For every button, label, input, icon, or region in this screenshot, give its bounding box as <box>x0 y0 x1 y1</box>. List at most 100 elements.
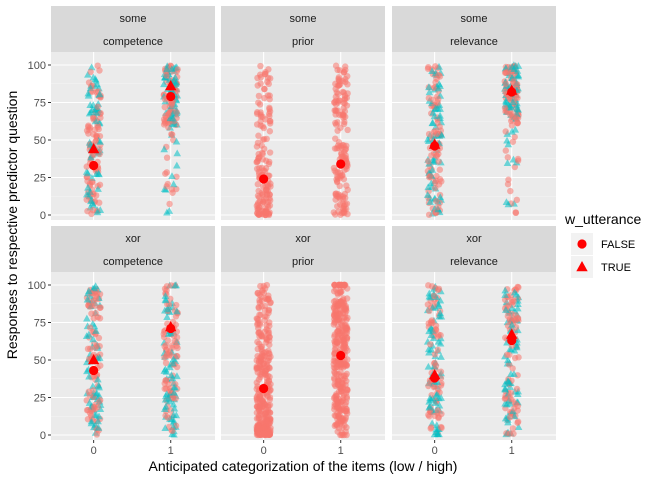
data-point-false <box>257 111 265 118</box>
mean-marker-true <box>428 138 441 149</box>
data-point-true <box>169 411 178 418</box>
strip-label-top: xor <box>295 233 311 245</box>
data-point-false <box>83 406 91 414</box>
data-point-true <box>170 404 179 412</box>
data-point-false <box>259 430 267 438</box>
data-point-true <box>436 111 444 119</box>
strip-bottom-bg <box>221 249 385 272</box>
data-point-false <box>257 371 264 378</box>
data-point-true <box>514 300 522 308</box>
data-point-true <box>173 149 182 157</box>
strip-label-bottom: competence <box>103 256 163 268</box>
data-point-false <box>90 315 97 322</box>
data-point-true <box>83 367 91 375</box>
data-point-false <box>502 80 509 87</box>
data-point-true <box>425 348 433 356</box>
data-point-false <box>332 396 339 403</box>
data-point-true <box>508 98 517 105</box>
data-point-true <box>508 127 516 135</box>
data-point-false <box>254 201 261 208</box>
data-point-false <box>262 348 269 356</box>
data-point-false <box>332 121 340 128</box>
data-point-false <box>335 144 342 152</box>
data-point-false <box>437 375 445 382</box>
data-point-false <box>266 105 273 113</box>
data-point-false <box>514 94 521 102</box>
data-point-false <box>435 71 443 79</box>
data-point-false <box>432 184 439 192</box>
panel-background <box>51 272 215 440</box>
mean-marker-false <box>89 160 99 171</box>
data-point-true <box>168 172 176 180</box>
data-point-false <box>513 81 520 88</box>
data-point-false <box>96 67 103 74</box>
data-point-false <box>334 363 341 371</box>
data-point-true <box>429 334 438 342</box>
data-point-false <box>83 196 90 203</box>
data-point-true <box>87 63 96 71</box>
data-point-true <box>170 417 178 424</box>
data-point-false <box>174 66 181 73</box>
strip-bottom-bg <box>392 249 556 272</box>
data-point-false <box>164 414 172 421</box>
data-point-false <box>338 431 345 439</box>
data-point-false <box>424 301 432 308</box>
data-point-false <box>266 128 274 135</box>
data-point-true <box>508 320 516 328</box>
data-point-true <box>169 180 178 188</box>
facet-panel-some-prior: some prior <box>221 6 385 220</box>
data-point-false <box>436 166 444 173</box>
panel-background <box>51 52 215 220</box>
panel-background <box>221 272 385 440</box>
data-point-false <box>427 341 434 348</box>
data-point-false <box>338 153 345 161</box>
data-point-false <box>333 337 340 344</box>
data-point-false <box>343 165 350 173</box>
data-point-false <box>502 88 509 95</box>
data-point-false <box>334 127 341 134</box>
data-point-true <box>84 70 92 78</box>
data-point-true <box>426 394 434 402</box>
data-point-false <box>434 286 442 294</box>
data-point-false <box>262 157 270 164</box>
strip-label-bottom: relevance <box>450 256 498 268</box>
data-point-true <box>161 405 169 413</box>
data-point-false <box>265 378 273 385</box>
legend: w_utterance FALSE TRUE <box>564 211 641 278</box>
data-point-false <box>258 293 265 301</box>
data-point-false <box>267 427 274 434</box>
data-point-false <box>255 329 263 336</box>
data-point-false <box>340 295 347 302</box>
y-tick-label: 100 <box>28 60 46 72</box>
data-point-true <box>173 307 181 315</box>
data-point-true <box>170 388 178 396</box>
data-point-false <box>90 114 97 122</box>
data-point-true <box>425 83 433 91</box>
data-point-true <box>161 424 170 432</box>
data-point-false <box>260 282 267 290</box>
data-point-false <box>342 325 349 332</box>
data-point-true <box>160 80 168 88</box>
data-point-false <box>507 389 515 397</box>
data-point-false <box>83 127 91 134</box>
data-point-true <box>430 112 439 120</box>
data-point-false <box>430 149 438 157</box>
data-point-false <box>437 368 445 375</box>
data-point-false <box>512 209 519 216</box>
data-point-false <box>432 322 440 329</box>
strip-label-bottom: prior <box>292 256 314 268</box>
data-point-true <box>85 287 93 295</box>
data-point-false <box>334 301 342 309</box>
strip-label-bottom: prior <box>292 36 314 48</box>
data-point-false <box>91 126 99 133</box>
data-point-false <box>431 351 438 358</box>
x-axis-title: Anticipated categorization of the items … <box>149 458 458 474</box>
data-point-false <box>513 115 520 122</box>
data-point-false <box>85 388 93 395</box>
data-point-false <box>427 318 435 325</box>
data-point-true <box>431 104 440 112</box>
data-point-false <box>506 430 514 437</box>
data-point-true <box>503 159 512 166</box>
data-point-false <box>438 178 445 185</box>
data-point-false <box>90 190 97 197</box>
